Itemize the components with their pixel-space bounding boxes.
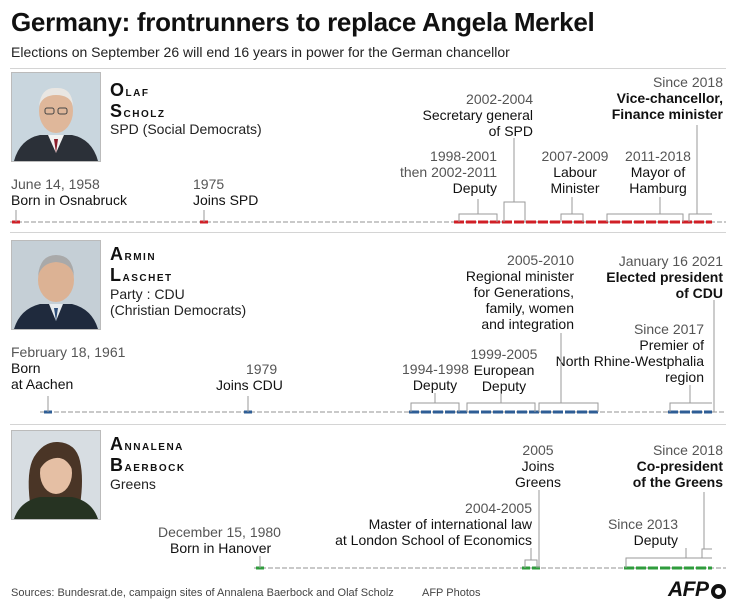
scholz-party: SPD (Social Democrats)	[110, 121, 262, 137]
baerbock-event-joins: 2005 Joins Greens	[515, 442, 561, 490]
laschet-photo	[11, 240, 101, 330]
scholz-event-finance: Since 2018 Vice-chancellor, Finance minist…	[611, 74, 723, 122]
baerbock-party: Greens	[110, 476, 156, 492]
scholz-event-hamburg: 2011-2018 Mayor of Hamburg	[625, 148, 691, 196]
laschet-timeline	[40, 300, 726, 414]
sources-text: Sources: Bundesrat.de, campaign sites of…	[11, 587, 394, 599]
laschet-event-regional: 2005-2010 Regional minister for Generation…	[465, 252, 574, 332]
baerbock-event-master: 2004-2005 Master of international law at L…	[335, 500, 532, 548]
baerbock-timeline	[254, 490, 726, 570]
laschet-event-joins: 1979 Joins CDU	[216, 361, 283, 393]
laschet-name: Armin Laschet	[110, 244, 173, 285]
scholz-event-born: June 14, 1958 Born in Osnabruck	[11, 176, 127, 208]
laschet-event-born: February 18, 1961 Born at Aachen	[11, 344, 126, 392]
baerbock-event-born: December 15, 1980 Born in Hanover	[158, 524, 281, 556]
baerbock-name: Annalena Baerbock	[110, 434, 186, 475]
laschet-event-deputy: 1994-1998 Deputy	[402, 361, 469, 393]
baerbock-event-deputy: Since 2013 Deputy	[607, 516, 678, 548]
scholz-photo	[11, 72, 101, 162]
photo-credit: AFP Photos	[422, 587, 481, 599]
page-subtitle: Elections on September 26 will end 16 ye…	[11, 44, 510, 60]
portrait-woman-icon	[12, 431, 100, 519]
scholz-event-secretary: 2002-2004 Secretary general of SPD	[422, 91, 533, 139]
divider	[10, 68, 726, 69]
laschet-event-eu: 1999-2005 European Deputy	[470, 346, 538, 394]
divider	[10, 232, 726, 233]
baerbock-event-copresident: Since 2018 Co-president of the Greens	[632, 442, 723, 490]
afp-logo: AFP	[668, 578, 726, 602]
scholz-timeline	[10, 125, 726, 224]
laschet-event-premier: Since 2017 Premier of North Rhine-Westphal…	[555, 321, 704, 385]
laschet-party: Party : CDU (Christian Democrats)	[110, 286, 247, 318]
afp-logo-text: AFP	[668, 578, 709, 601]
afp-dot-icon	[710, 584, 726, 599]
scholz-event-deputy: 1998-2001 then 2002-2011 Deputy	[399, 148, 497, 196]
scholz-event-labour: 2007-2009 Labour Minister	[541, 148, 609, 196]
baerbock-photo	[11, 430, 101, 520]
portrait-man-glasses-icon	[12, 73, 100, 161]
divider	[10, 424, 726, 425]
laschet-event-president: January 16 2021 Elected president of CDU	[606, 253, 723, 301]
scholz-name: Olaf Scholz	[110, 80, 166, 121]
page-title: Germany: frontrunners to replace Angela …	[11, 7, 595, 37]
portrait-man-grey-icon	[12, 241, 100, 329]
scholz-event-joins: 1975 Joins SPD	[193, 176, 259, 208]
